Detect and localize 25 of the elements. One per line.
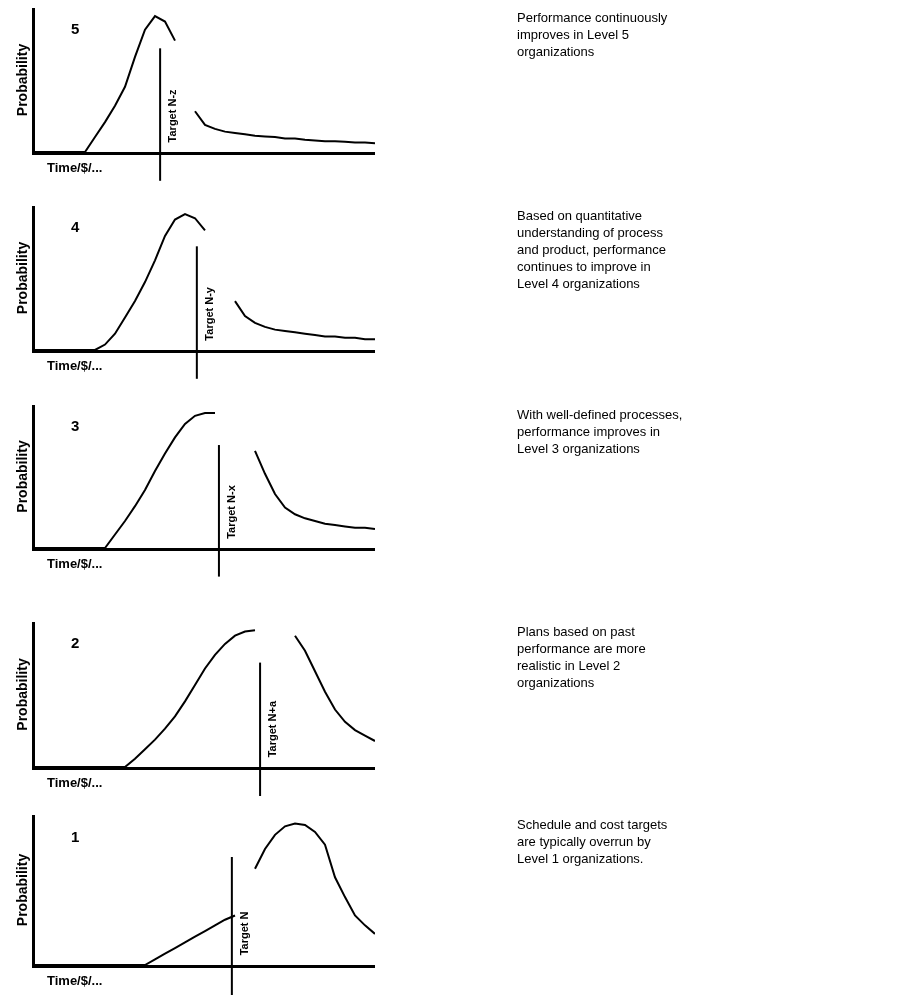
annotation: 4 — [71, 218, 80, 235]
annotation: Target N — [238, 911, 251, 956]
annotation: 2 — [71, 634, 80, 651]
x-axis-title: Time/$/... — [47, 973, 103, 988]
annotation: Target N+a — [265, 700, 278, 758]
x-axis-title: Time/$/... — [47, 160, 103, 175]
text: Performance continuously improves in Level 5 organizations — [517, 10, 668, 59]
x-axis-title: Time/$/... — [47, 556, 103, 571]
x-axis-title: Time/$/... — [47, 358, 103, 373]
text: With well-defined processes, performance improves in Level 3 organizations — [517, 407, 683, 456]
y-axis-title: Probability — [13, 43, 30, 117]
annotation: Target N-y — [203, 286, 216, 341]
annotation: 3 — [71, 417, 80, 434]
x-axis-title: Time/$/... — [47, 775, 103, 790]
annotation: Target N-x — [225, 484, 238, 539]
annotation: Target N-z — [165, 88, 178, 143]
y-axis-title: Probability — [13, 241, 30, 315]
y-axis-title: Probability — [13, 853, 30, 927]
text: Based on quantitative understanding of process and product, performance continues to improve in Level 4 organizations — [517, 208, 666, 291]
annotation: 5 — [71, 20, 80, 37]
text: Plans based on past performance are more realistic in Level 2 organizations — [517, 624, 646, 690]
text: Schedule and cost targets are typically overrun by Level 1 organizations. — [517, 817, 668, 866]
annotation: 1 — [71, 828, 80, 845]
y-axis-title: Probability — [13, 440, 30, 513]
y-axis-title: Probability — [13, 658, 30, 731]
